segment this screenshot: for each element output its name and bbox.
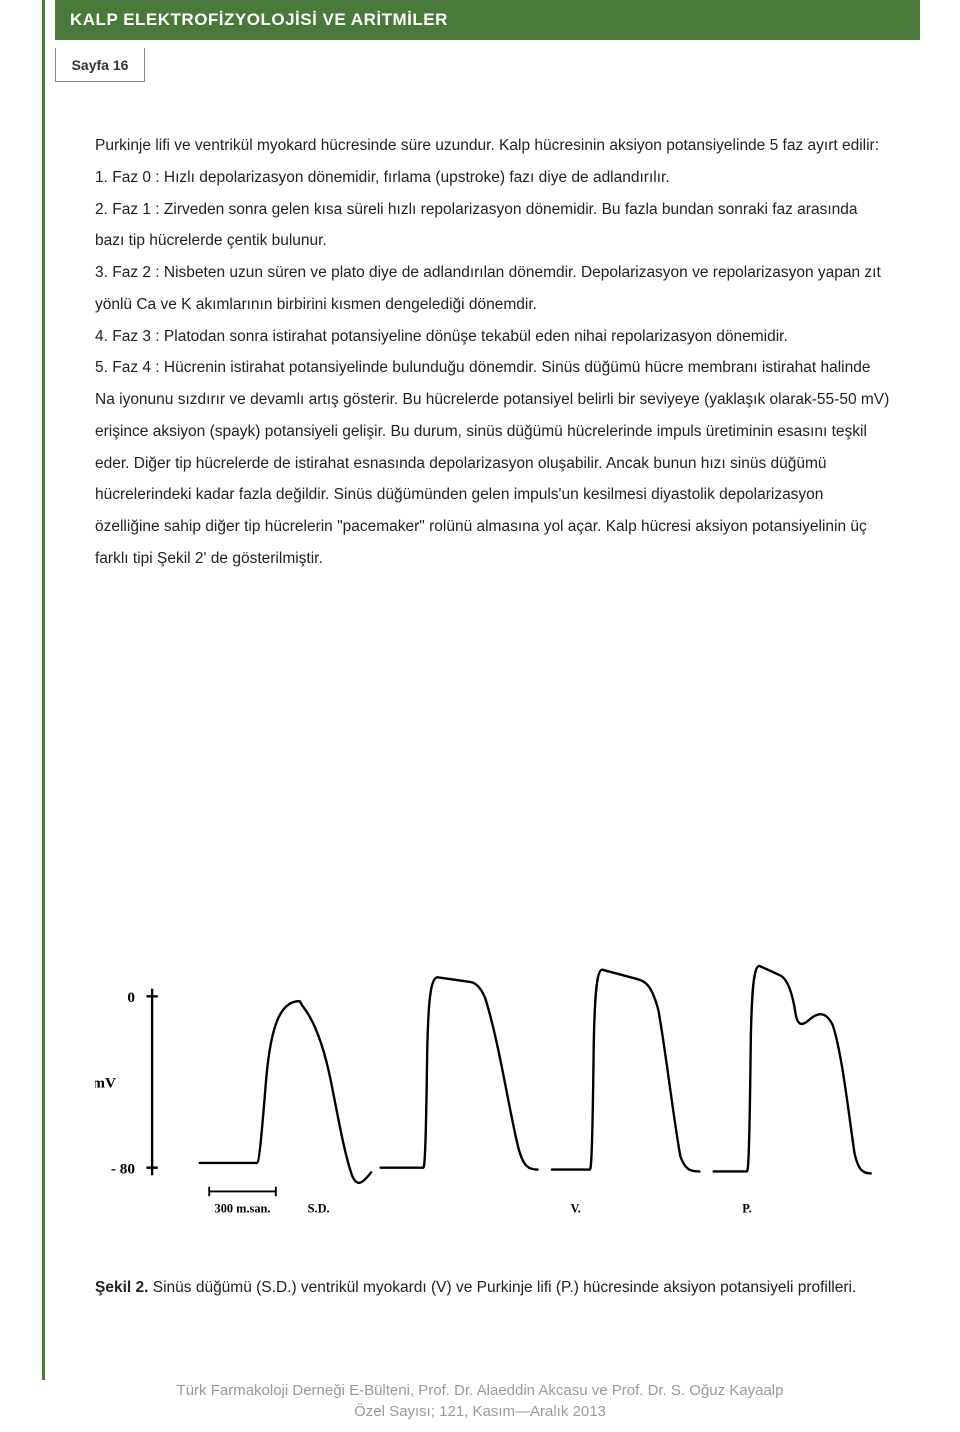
svg-text:- 80: - 80 <box>111 1160 135 1177</box>
paragraph-faz2: 3. Faz 2 : Nisbeten uzun süren ve plato … <box>95 257 890 321</box>
paragraph-faz1: 2. Faz 1 : Zirveden sonra gelen kısa sür… <box>95 194 890 258</box>
paragraph-intro: Purkinje lifi ve ventrikül myokard hücre… <box>95 130 890 162</box>
caption-text: Sinüs düğümü (S.D.) ventrikül myokardı (… <box>148 1279 856 1296</box>
svg-text:300 m.san.: 300 m.san. <box>215 1201 271 1215</box>
body-text: Purkinje lifi ve ventrikül myokard hücre… <box>95 130 890 575</box>
footer: Türk Farmakoloji Derneği E-Bülteni, Prof… <box>0 1380 960 1422</box>
footer-line1: Türk Farmakoloji Derneği E-Bülteni, Prof… <box>0 1380 960 1401</box>
left-border <box>42 0 45 1380</box>
header-title: KALP ELEKTROFİZYOLOJİSİ VE ARİTMİLER <box>70 10 448 30</box>
footer-line2: Özel Sayısı; 121, Kasım—Aralık 2013 <box>0 1401 960 1422</box>
svg-text:S.D.: S.D. <box>308 1201 330 1215</box>
figure-2: 0 - 80 mV 300 m.san. S.D. V. P. <box>95 922 885 1242</box>
paragraph-faz4: 5. Faz 4 : Hücrenin istirahat potansiyel… <box>95 352 890 574</box>
svg-text:mV: mV <box>95 1075 116 1092</box>
svg-text:0: 0 <box>127 989 135 1006</box>
action-potential-chart: 0 - 80 mV 300 m.san. S.D. V. P. <box>95 922 885 1242</box>
svg-text:V.: V. <box>570 1201 580 1215</box>
caption-label: Şekil 2. <box>95 1279 148 1296</box>
svg-text:P.: P. <box>742 1201 752 1215</box>
paragraph-faz0: 1. Faz 0 : Hızlı depolarizasyon dönemidi… <box>95 162 890 194</box>
header-bar: KALP ELEKTROFİZYOLOJİSİ VE ARİTMİLER <box>55 0 920 40</box>
figure-caption: Şekil 2. Sinüs düğümü (S.D.) ventrikül m… <box>95 1272 890 1303</box>
paragraph-faz3: 4. Faz 3 : Platodan sonra istirahat pota… <box>95 321 890 353</box>
page-number-tab: Sayfa 16 <box>55 48 145 82</box>
